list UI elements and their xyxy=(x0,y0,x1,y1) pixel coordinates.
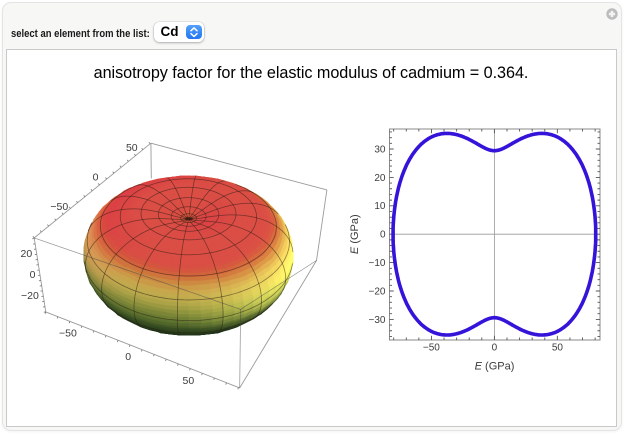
svg-text:0: 0 xyxy=(93,172,99,184)
svg-text:20: 20 xyxy=(21,248,33,260)
svg-text:−30: −30 xyxy=(369,315,386,326)
svg-text:0: 0 xyxy=(380,230,386,241)
svg-text:50: 50 xyxy=(183,375,195,387)
svg-text:0: 0 xyxy=(125,351,131,363)
svg-text:−50: −50 xyxy=(50,201,68,213)
svg-text:−20: −20 xyxy=(21,290,39,302)
svg-text:50: 50 xyxy=(126,142,138,154)
svg-text:10: 10 xyxy=(374,201,386,212)
svg-text:E (GPa): E (GPa) xyxy=(475,361,515,373)
svg-text:−10: −10 xyxy=(369,258,386,269)
svg-text:−50: −50 xyxy=(423,343,440,354)
svg-text:50: 50 xyxy=(552,343,564,354)
svg-text:30: 30 xyxy=(374,144,386,155)
svg-text:−50: −50 xyxy=(59,328,77,340)
svg-text:E (GPa): E (GPa) xyxy=(349,214,361,254)
svg-text:0: 0 xyxy=(30,269,36,281)
svg-text:20: 20 xyxy=(374,173,386,184)
svg-text:0: 0 xyxy=(492,343,498,354)
svg-text:−20: −20 xyxy=(369,286,386,297)
